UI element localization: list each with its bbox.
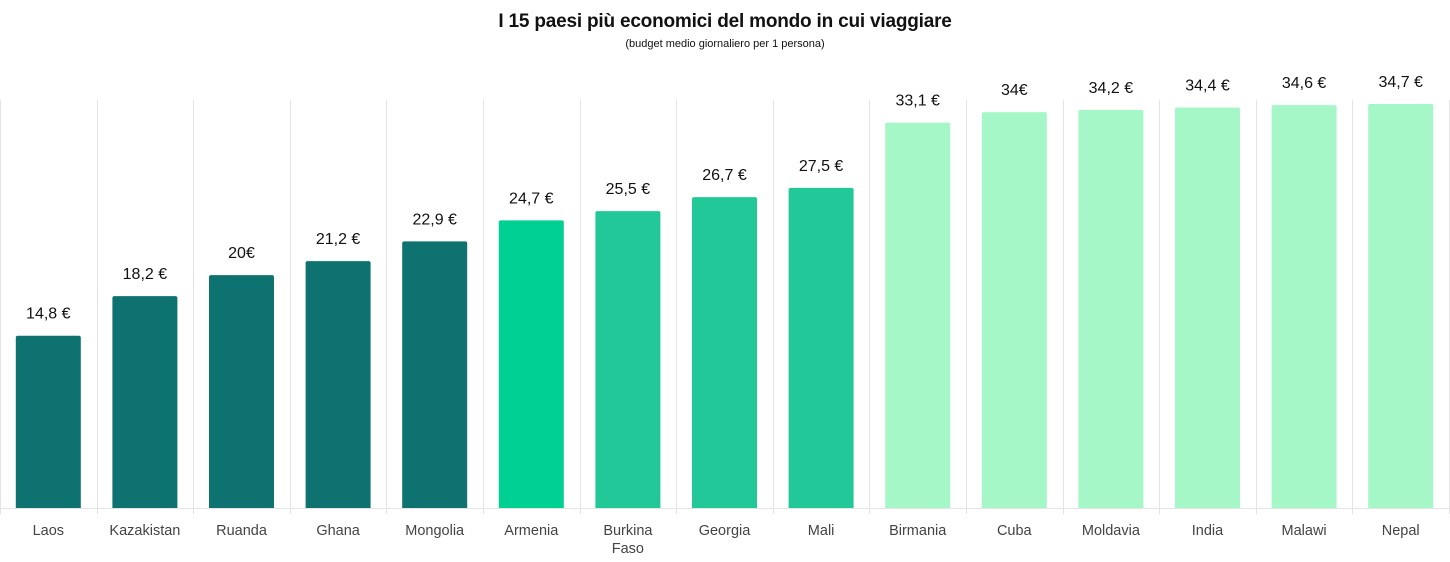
bar-nepal — [1368, 104, 1434, 508]
data-label: 34,7 € — [1378, 74, 1423, 91]
bar-mali — [788, 187, 854, 508]
data-label: 34€ — [1001, 82, 1028, 99]
bar-malawi — [1271, 105, 1337, 508]
x-tick-label: Birmania — [889, 523, 947, 539]
data-label: 34,4 € — [1185, 77, 1230, 94]
bar-birmania — [885, 122, 951, 509]
data-label: 25,5 € — [606, 181, 651, 198]
bar-cuba — [981, 112, 1047, 509]
x-tick-label: Mali — [808, 523, 835, 539]
bar-ruanda — [209, 275, 274, 508]
x-tick-label: Malawi — [1282, 523, 1327, 539]
x-tick-label: Laos — [33, 523, 64, 539]
bar-mongolia — [402, 241, 468, 508]
bar-kazakistan — [112, 296, 178, 508]
data-label: 34,2 € — [1089, 80, 1134, 97]
bar-armenia — [498, 220, 564, 508]
bar-burkina-faso — [595, 211, 661, 508]
data-label: 27,5 € — [799, 158, 844, 175]
data-label: 21,2 € — [316, 231, 361, 248]
data-label: 18,2 € — [123, 266, 168, 283]
x-tick-label: Ruanda — [216, 523, 268, 539]
x-tick-label: India — [1192, 523, 1224, 539]
bars — [15, 104, 1434, 509]
x-tick-label: Moldavia — [1082, 523, 1141, 539]
bar-laos — [15, 335, 81, 508]
x-tick-label: Cuba — [997, 523, 1033, 539]
bar-india — [1175, 107, 1240, 508]
data-labels: 14,8 € 18,2 € 20€ 21,2 € 22,9 € 24,7 € 25,5 € 2… — [26, 74, 1423, 323]
bar-georgia — [692, 197, 757, 508]
data-label: 14,8 € — [26, 306, 71, 323]
x-tick-label: Nepal — [1382, 523, 1420, 539]
data-label: 34,6 € — [1282, 75, 1327, 92]
x-axis-tick-labels: Laos Kazakistan Ruanda Ghana Mongolia Armenia… — [33, 523, 1420, 557]
chart-title: I 15 paesi più economici del mondo in cu… — [498, 11, 952, 32]
chart-subtitle: (budget medio giornaliero per 1 persona) — [625, 38, 825, 50]
x-tick-label: Burkina Faso — [603, 523, 653, 557]
data-label: 33,1 € — [895, 93, 940, 110]
bar-ghana — [305, 261, 371, 508]
data-label: 24,7 € — [509, 190, 554, 207]
x-tick-label: Ghana — [316, 523, 360, 539]
x-tick-label: Armenia — [504, 523, 559, 539]
x-tick-label: Mongolia — [405, 523, 465, 539]
bar-moldavia — [1078, 109, 1144, 509]
data-label: 20€ — [228, 245, 255, 262]
x-tick-label: Kazakistan — [109, 523, 180, 539]
x-tick-label: Georgia — [699, 523, 752, 539]
gridlines — [0, 100, 1450, 514]
data-label: 26,7 € — [702, 167, 747, 184]
data-label: 22,9 € — [412, 211, 457, 228]
